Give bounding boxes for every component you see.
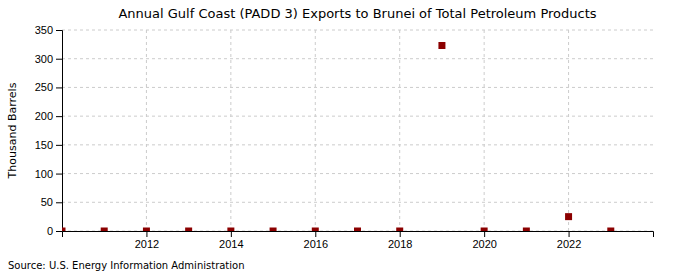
tick-label: 150 <box>35 139 53 151</box>
tick-label: 250 <box>35 81 53 93</box>
tick-mark <box>56 174 62 175</box>
grid-line-x <box>399 30 400 231</box>
tick-label: 0 <box>47 225 53 237</box>
point <box>312 228 319 232</box>
source: Source: U.S. Energy Information Administ… <box>8 260 245 271</box>
grid <box>62 30 653 231</box>
plot-area: 2012 2014 2016 2018 2020 2022 0 50 100 150 200 250 3… <box>35 24 654 250</box>
tick: 2018 <box>388 231 412 250</box>
grid-line-y <box>62 173 653 174</box>
grid-line-x <box>146 30 147 231</box>
tick-mark <box>484 231 485 237</box>
tick-label: 350 <box>35 24 53 36</box>
point <box>143 228 150 232</box>
grid-line-x <box>315 30 316 231</box>
tick-label: 2012 <box>135 238 159 250</box>
grid-line-y <box>62 116 653 117</box>
tick-label: 100 <box>35 168 53 180</box>
tick: 300 <box>35 53 62 65</box>
point <box>185 228 192 232</box>
tick: 2016 <box>304 231 328 250</box>
tick-mark <box>146 231 147 237</box>
tick-label: 50 <box>41 196 53 208</box>
tick-label: 2018 <box>388 238 412 250</box>
point <box>607 228 614 232</box>
axis-line <box>63 232 654 238</box>
tick: 350 <box>35 24 62 36</box>
tick-label: 2022 <box>557 238 581 250</box>
title: Annual Gulf Coast (PADD 3) Exports to Br… <box>118 6 596 21</box>
point <box>354 228 361 232</box>
tick-mark <box>56 30 62 31</box>
point <box>481 228 488 232</box>
tick-label: 2014 <box>219 238 243 250</box>
tick: 2012 <box>135 231 159 250</box>
grid-line-x <box>484 30 485 231</box>
grid-line-y <box>62 58 653 59</box>
tick-mark <box>569 231 570 237</box>
tick-label: 2016 <box>304 238 328 250</box>
tick: 150 <box>35 139 62 151</box>
x-axis: 2012 2014 2016 2018 2020 2022 <box>63 231 654 250</box>
tick: 2014 <box>219 231 243 250</box>
grid-line-x <box>568 30 569 231</box>
tick: 100 <box>35 168 62 180</box>
tick: 0 <box>47 225 62 237</box>
grid-line-y <box>62 202 653 203</box>
grid-line-y <box>62 30 653 31</box>
tick: 2020 <box>472 231 496 250</box>
tick-mark <box>315 231 316 237</box>
point <box>227 228 234 232</box>
tick: 50 <box>41 196 62 208</box>
tick-mark <box>231 231 232 237</box>
points <box>62 42 614 231</box>
tick: 200 <box>35 110 62 122</box>
tick-label: 2020 <box>472 238 496 250</box>
grid-line-x <box>230 30 231 231</box>
point <box>523 228 530 232</box>
tick-mark <box>400 231 401 237</box>
tick-mark <box>56 116 62 117</box>
axis-line <box>56 31 63 232</box>
point <box>565 213 572 220</box>
point <box>270 228 277 232</box>
tick-label: 200 <box>35 110 53 122</box>
y-axis-label: Thousand Barrels <box>6 82 19 179</box>
grid-line-y <box>62 87 653 88</box>
tick-mark <box>56 202 62 203</box>
tick-mark <box>56 59 62 60</box>
chart: 2012 2014 2016 2018 2020 2022 0 50 100 150 200 250 3… <box>0 0 675 275</box>
tick: 250 <box>35 81 62 93</box>
point <box>101 228 108 232</box>
point <box>396 228 403 232</box>
point <box>438 42 445 49</box>
tick-mark <box>56 145 62 146</box>
tick-mark <box>56 231 62 232</box>
tick: 2022 <box>557 231 581 250</box>
point <box>62 228 66 232</box>
grid-line-y <box>62 144 653 145</box>
tick-mark <box>56 87 62 88</box>
tick-label: 300 <box>35 53 53 65</box>
y-axis: 0 50 100 150 200 250 300 350 <box>35 24 63 237</box>
